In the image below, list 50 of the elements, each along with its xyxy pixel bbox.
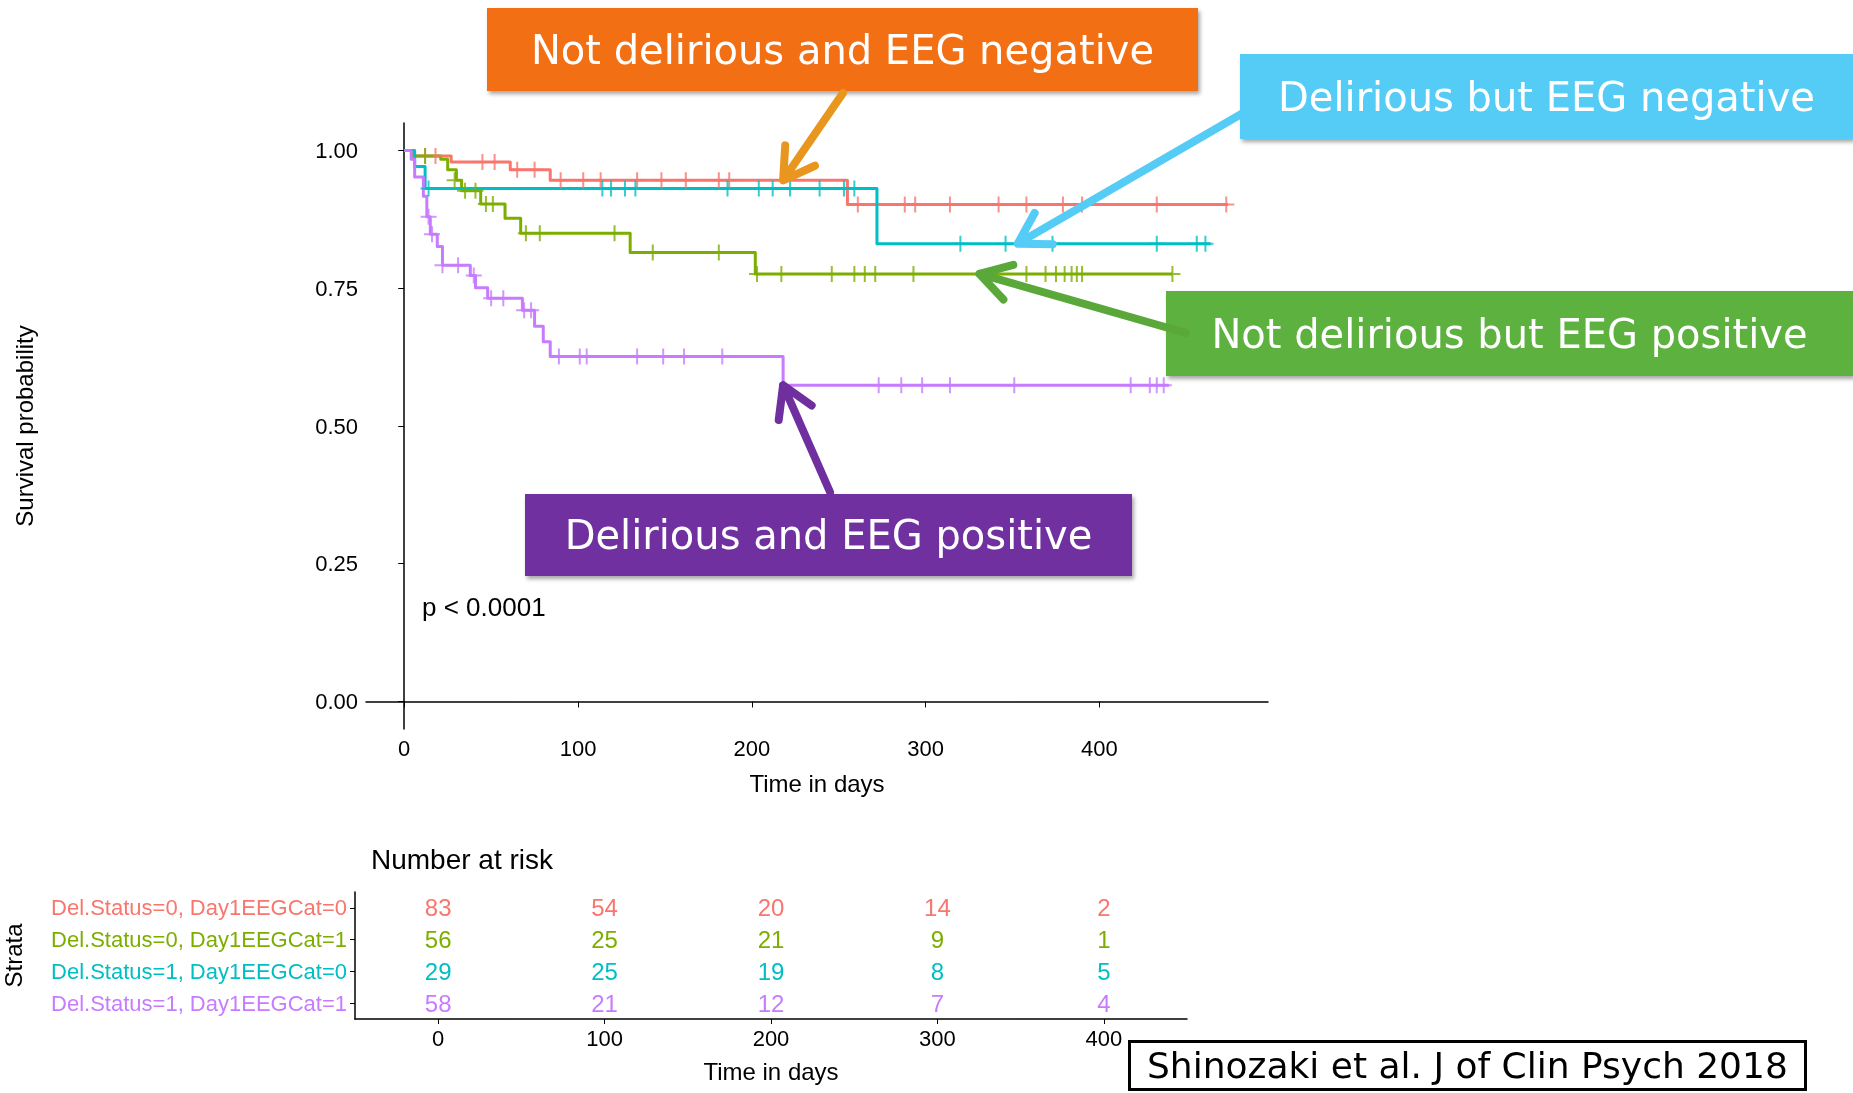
data-label: 8 — [930, 957, 945, 985]
annotation: p < 0.0001 — [422, 592, 546, 623]
y-tick-label: Del.Status=1, Day1EEGCat=0 — [51, 958, 347, 984]
data-label: 20 — [757, 894, 785, 922]
y-tick-label: 0.00 — [315, 688, 358, 714]
text: Shinozaki et al. J of Clin Psych 2018 — [1128, 1040, 1807, 1091]
data-label: 19 — [757, 957, 785, 985]
x-tick-label: 0 — [432, 1025, 445, 1051]
annotation: Not delirious but EEG positive — [1166, 291, 1853, 376]
annotation: Not delirious and EEG negative — [487, 8, 1198, 91]
data-label: 83 — [424, 894, 452, 922]
data-label: 21 — [757, 926, 785, 954]
x-tick-label: 400 — [1085, 1025, 1123, 1051]
x-tick-label: 300 — [907, 735, 944, 761]
y-tick-label: 0.50 — [315, 413, 358, 439]
data-label: 58 — [424, 989, 452, 1017]
data-label: 29 — [424, 957, 452, 985]
data-label: 21 — [591, 989, 618, 1017]
x-tick-label: 200 — [752, 1025, 790, 1051]
x-axis-title: Time in days — [703, 1057, 839, 1085]
data-label: 12 — [757, 989, 785, 1017]
x-tick-label: 300 — [919, 1025, 956, 1051]
x-tick-label: 400 — [1081, 735, 1118, 761]
data-label: 25 — [591, 957, 618, 985]
x-tick-label: 0 — [398, 735, 411, 761]
y-tick-label: 0.75 — [315, 275, 358, 301]
data-label: 5 — [1097, 957, 1111, 985]
x-tick-label: 200 — [733, 735, 771, 761]
y-axis-title: Strata — [0, 922, 27, 988]
y-tick-label: Del.Status=0, Day1EEGCat=1 — [51, 927, 347, 953]
y-tick-label: Del.Status=1, Day1EEGCat=1 — [51, 990, 347, 1016]
data-label: 7 — [930, 989, 945, 1017]
data-label: 9 — [930, 926, 945, 954]
annotation: Delirious and EEG positive — [525, 494, 1132, 576]
x-tick-label: 100 — [559, 735, 597, 761]
x-axis-title: Time in days — [749, 769, 885, 797]
y-tick-label: 0.25 — [315, 551, 358, 577]
y-axis-title: Survival probability — [10, 325, 38, 527]
data-label: 4 — [1097, 989, 1111, 1017]
annotation: Delirious but EEG negative — [1240, 54, 1853, 139]
y-tick-label: Del.Status=0, Day1EEGCat=0 — [51, 895, 347, 921]
x-tick-label: 100 — [586, 1025, 623, 1051]
data-label: 14 — [924, 894, 951, 922]
data-label: 54 — [591, 894, 618, 922]
data-label: 1 — [1097, 926, 1111, 954]
chart-title: Number at risk — [371, 843, 555, 875]
y-tick-label: 1.00 — [315, 138, 358, 164]
data-label: 56 — [424, 926, 452, 954]
data-label: 2 — [1097, 894, 1111, 922]
data-label: 25 — [591, 926, 618, 954]
